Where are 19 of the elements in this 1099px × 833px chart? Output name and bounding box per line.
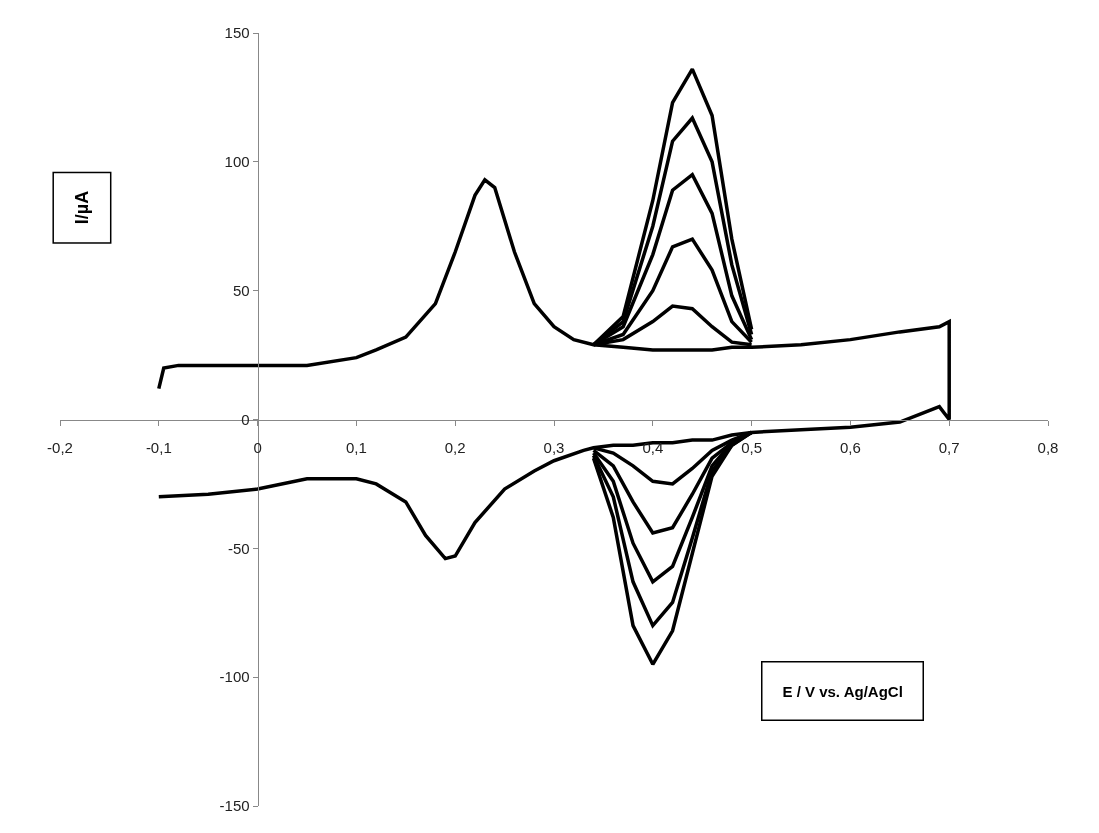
x-tick-label: 0,6 xyxy=(839,438,861,456)
y-tick-label: 100 xyxy=(224,153,250,171)
x-axis-title: E / V vs. Ag/AgCl xyxy=(782,682,903,700)
y-tick-label: -100 xyxy=(219,668,250,686)
x-tick-label: 0,8 xyxy=(1037,438,1059,456)
x-tick-label: 0,2 xyxy=(444,438,466,456)
y-axis-title: I/µA xyxy=(71,190,92,225)
y-tick-label: 0 xyxy=(241,410,250,428)
x-tick-label: 0,1 xyxy=(345,438,367,456)
x-tick-label: 0 xyxy=(253,438,262,456)
x-tick-label: 0,7 xyxy=(938,438,960,456)
x-tick-label: 0,5 xyxy=(741,438,763,456)
y-tick-label: -50 xyxy=(227,539,250,557)
x-tick-label: -0,1 xyxy=(145,438,172,456)
x-tick-label: 0,3 xyxy=(543,438,565,456)
y-tick-label: 150 xyxy=(224,24,250,42)
y-tick-label: -150 xyxy=(219,797,250,815)
y-tick-label: 50 xyxy=(232,281,250,299)
x-tick-label: -0,2 xyxy=(47,438,73,456)
